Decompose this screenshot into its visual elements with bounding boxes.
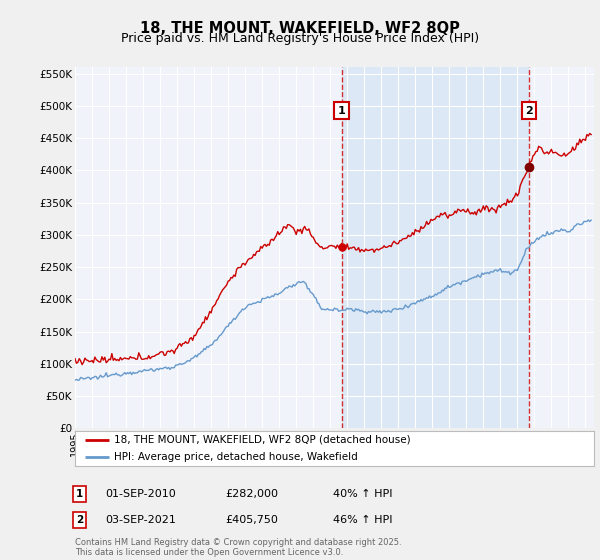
Text: 46% ↑ HPI: 46% ↑ HPI	[333, 515, 392, 525]
Text: 2: 2	[76, 515, 83, 525]
Text: 18, THE MOUNT, WAKEFIELD, WF2 8QP (detached house): 18, THE MOUNT, WAKEFIELD, WF2 8QP (detac…	[114, 435, 410, 445]
Bar	[341, 67, 529, 428]
Text: 01-SEP-2010: 01-SEP-2010	[105, 489, 176, 499]
Text: 03-SEP-2021: 03-SEP-2021	[105, 515, 176, 525]
Text: Price paid vs. HM Land Registry's House Price Index (HPI): Price paid vs. HM Land Registry's House …	[121, 32, 479, 45]
Text: Contains HM Land Registry data © Crown copyright and database right 2025.
This d: Contains HM Land Registry data © Crown c…	[75, 538, 401, 557]
Text: 2: 2	[525, 105, 533, 115]
Text: £282,000: £282,000	[225, 489, 278, 499]
Text: HPI: Average price, detached house, Wakefield: HPI: Average price, detached house, Wake…	[114, 452, 358, 462]
Text: 1: 1	[338, 105, 346, 115]
Text: 1: 1	[76, 489, 83, 499]
Text: 40% ↑ HPI: 40% ↑ HPI	[333, 489, 392, 499]
Text: £405,750: £405,750	[225, 515, 278, 525]
Text: 18, THE MOUNT, WAKEFIELD, WF2 8QP: 18, THE MOUNT, WAKEFIELD, WF2 8QP	[140, 21, 460, 36]
